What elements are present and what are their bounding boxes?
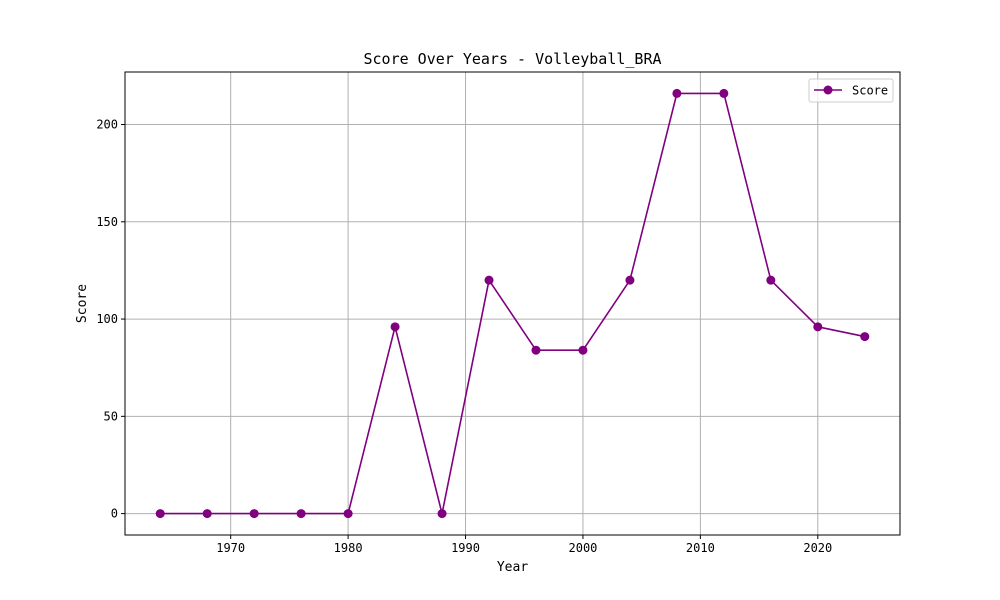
- x-tick-label: 2000: [569, 541, 598, 555]
- legend-marker-swatch: [823, 85, 833, 95]
- x-axis-ticks: 1970 1980 1990 2000 2010 2020: [216, 535, 832, 555]
- series-line-score: [160, 92, 865, 515]
- legend-box: [808, 78, 894, 103]
- x-tick-label: 1970: [216, 541, 245, 555]
- data-point: [766, 275, 776, 285]
- legend-label-score: Score: [852, 84, 888, 98]
- grid-lines: [125, 72, 900, 535]
- data-point: [202, 509, 212, 519]
- data-point: [249, 509, 259, 519]
- x-tick-label: 1980: [334, 541, 363, 555]
- y-tick-label: 200: [96, 118, 118, 132]
- x-tick-label: 1990: [451, 541, 480, 555]
- y-tick-label: 150: [96, 215, 118, 229]
- data-point: [390, 322, 400, 332]
- data-point: [484, 275, 494, 285]
- data-point: [860, 332, 870, 342]
- y-tick-label: 0: [111, 507, 118, 521]
- plot-area-frame: [124, 71, 901, 536]
- data-point: [531, 345, 541, 355]
- x-tick-label: 2010: [686, 541, 715, 555]
- data-point: [625, 275, 635, 285]
- data-point: [672, 88, 682, 98]
- x-tick-label: 2020: [803, 541, 832, 555]
- legend: Score: [808, 78, 894, 103]
- y-axis-title: Score: [75, 284, 90, 323]
- series-layer: [155, 88, 870, 519]
- data-point: [296, 509, 306, 519]
- data-point: [343, 509, 353, 519]
- data-point: [155, 509, 165, 519]
- y-axis-ticks: 0 50 100 150 200: [96, 118, 125, 521]
- data-point: [813, 322, 823, 332]
- data-point: [437, 509, 447, 519]
- chart-title: Score Over Years - Volleyball_BRA: [363, 50, 661, 68]
- data-point: [578, 345, 588, 355]
- data-point: [719, 88, 729, 98]
- y-tick-label: 100: [96, 312, 118, 326]
- x-axis-title: Year: [497, 560, 528, 575]
- y-tick-label: 50: [104, 409, 118, 423]
